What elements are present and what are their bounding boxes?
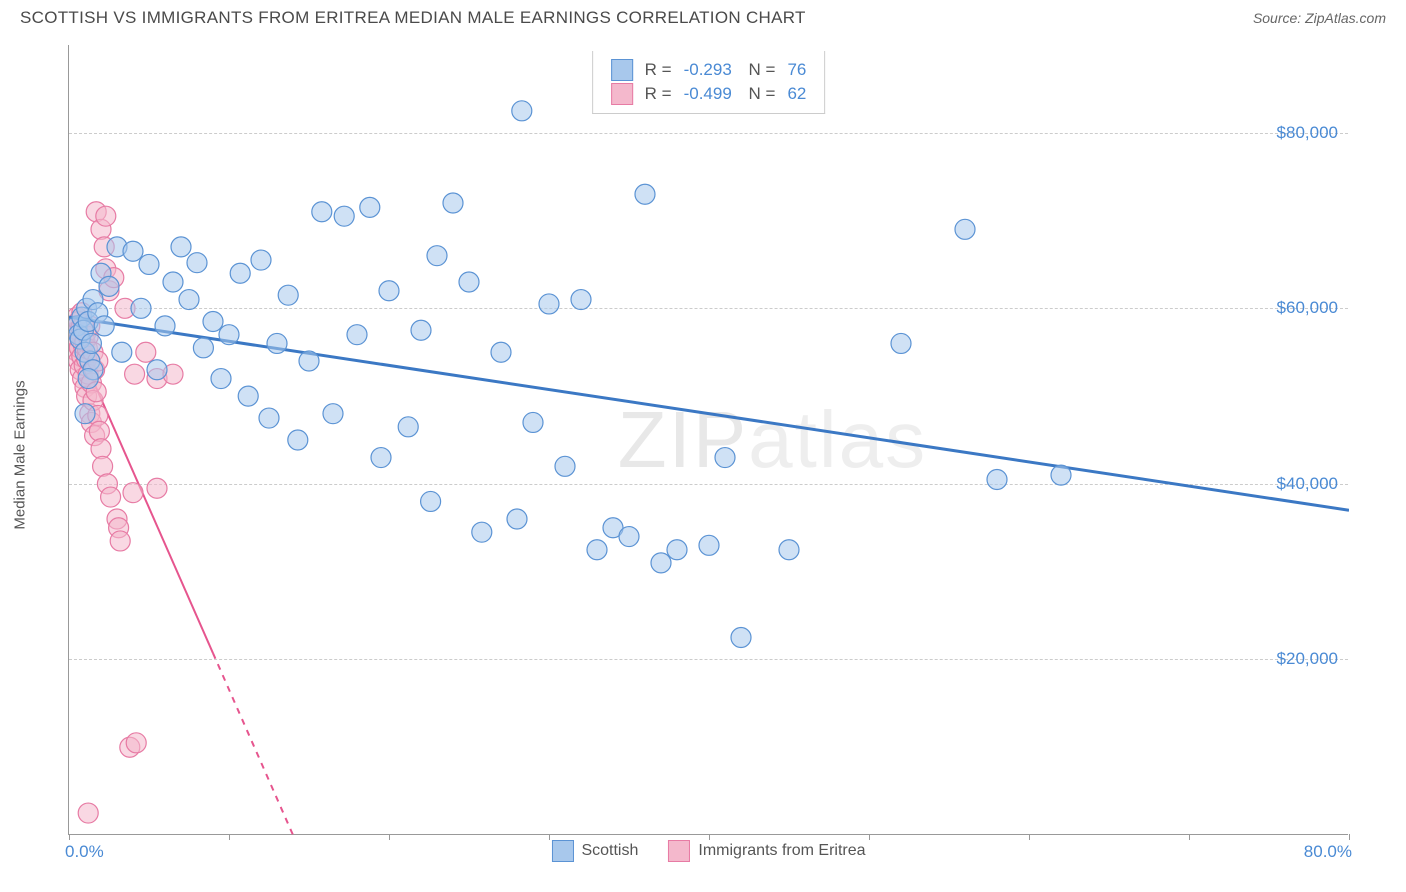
- stat-r-label: R =: [645, 84, 672, 104]
- x-tick: [1349, 834, 1350, 840]
- stat-r-eritrea: -0.499: [684, 84, 732, 104]
- stats-row-eritrea: R = -0.499 N = 62: [611, 83, 807, 105]
- swatch-scottish: [611, 59, 633, 81]
- stats-box: R = -0.293 N = 76 R = -0.499 N = 62: [592, 51, 826, 114]
- stat-n-label: N =: [744, 60, 776, 80]
- legend-swatch-eritrea: [668, 840, 690, 862]
- chart-title: SCOTTISH VS IMMIGRANTS FROM ERITREA MEDI…: [20, 8, 806, 28]
- legend-eritrea: Immigrants from Eritrea: [668, 840, 865, 862]
- x-axis-min: 0.0%: [65, 842, 104, 862]
- y-axis-label: Median Male Earnings: [12, 380, 29, 529]
- x-axis-max: 80.0%: [1304, 842, 1352, 862]
- legend-label-scottish: Scottish: [581, 842, 638, 860]
- x-tick: [389, 834, 390, 840]
- plot-area: ZIPatlas $20,000$40,000$60,000$80,000 R …: [68, 45, 1348, 835]
- stat-r-scottish: -0.293: [684, 60, 732, 80]
- legend-scottish: Scottish: [551, 840, 638, 862]
- stat-r-label: R =: [645, 60, 672, 80]
- scatter-svg: [69, 45, 1349, 835]
- swatch-eritrea: [611, 83, 633, 105]
- stat-n-scottish: 76: [787, 60, 806, 80]
- x-tick: [549, 834, 550, 840]
- x-tick: [229, 834, 230, 840]
- legend-label-eritrea: Immigrants from Eritrea: [698, 842, 865, 860]
- x-tick: [1189, 834, 1190, 840]
- x-tick: [69, 834, 70, 840]
- x-tick: [869, 834, 870, 840]
- x-tick: [1029, 834, 1030, 840]
- stat-n-label: N =: [744, 84, 776, 104]
- bottom-legend: Scottish Immigrants from Eritrea: [551, 840, 865, 862]
- source-label: Source: ZipAtlas.com: [1253, 10, 1386, 26]
- stat-n-eritrea: 62: [787, 84, 806, 104]
- legend-swatch-scottish: [551, 840, 573, 862]
- stats-row-scottish: R = -0.293 N = 76: [611, 59, 807, 81]
- chart-container: Median Male Earnings ZIPatlas $20,000$40…: [50, 45, 1390, 865]
